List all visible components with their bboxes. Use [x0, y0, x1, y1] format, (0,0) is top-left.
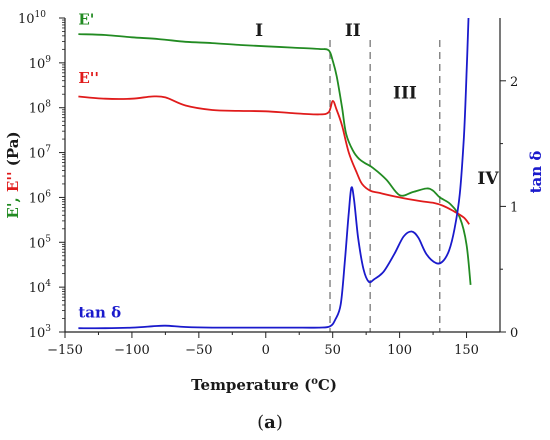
region-label-2: II [345, 21, 361, 41]
region-label-1: I [255, 21, 263, 41]
x-tick-label: 50 [324, 343, 341, 358]
y-left-tick-label: 108 [29, 100, 52, 117]
x-tick-label: −50 [185, 343, 212, 358]
series-label-2: E'' [78, 69, 99, 87]
series-line-1 [78, 33, 472, 285]
series-line-3 [78, 17, 470, 330]
y-left-tick-label: 106 [29, 189, 52, 206]
y-axis-right-label: tan δ [527, 151, 545, 194]
y-left-tick-label: 104 [29, 279, 52, 296]
x-tick-label: −100 [114, 343, 150, 358]
region-label-3: III [393, 84, 417, 104]
series-labels: E' E'' tan δ [78, 11, 121, 322]
x-axis-label: Temperature (oC) [191, 376, 337, 394]
y-left-tick-label: 107 [29, 145, 52, 162]
x-tick-label: −150 [47, 343, 83, 358]
y-label-part-unit: (Pa) [4, 131, 22, 166]
x-tick-label: 150 [454, 343, 479, 358]
y-label-part-loss: E'' [4, 166, 22, 192]
y-right-tick-label: 1 [510, 200, 518, 215]
region-boundary-lines [329, 40, 441, 332]
x-tick-label: 100 [387, 343, 412, 358]
x-tick-label: 0 [262, 343, 270, 358]
y-left-tick-label: 105 [29, 234, 52, 251]
y-axis-left-label: E', E'' (Pa) [4, 131, 22, 218]
series-line-2 [78, 95, 470, 225]
y-right-tick-label: 0 [510, 326, 518, 341]
y-right-tick-label: 2 [510, 75, 518, 90]
y-left-tick-label: 1010 [18, 10, 46, 27]
y-left-tick-label: 109 [29, 55, 52, 72]
y-label-part-storage: E', [4, 192, 22, 218]
series-label-3: tan δ [78, 304, 121, 322]
series-lines [78, 17, 472, 330]
subfigure-label: (a) [257, 412, 283, 433]
tick-labels: −150 −100 −50 0 50 100 15010310410510610710810… [18, 10, 518, 358]
axes [59, 17, 506, 338]
y-left-tick-label: 103 [29, 324, 52, 341]
series-label-1: E' [78, 11, 94, 29]
region-label-4: IV [477, 169, 499, 189]
